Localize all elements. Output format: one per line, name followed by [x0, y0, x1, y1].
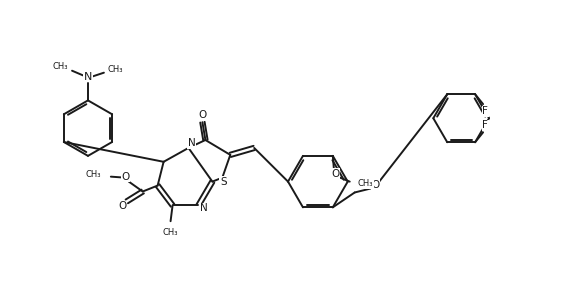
Text: CH₃: CH₃	[52, 62, 68, 71]
Text: S: S	[220, 177, 227, 186]
Text: N: N	[199, 203, 208, 213]
Polygon shape	[288, 156, 347, 207]
Text: O: O	[119, 201, 127, 211]
Text: F: F	[482, 106, 488, 116]
Text: O: O	[332, 169, 340, 179]
Text: N: N	[84, 72, 92, 82]
Text: O: O	[371, 179, 380, 190]
Text: CH₃: CH₃	[108, 65, 124, 74]
Text: CH₃: CH₃	[163, 228, 178, 237]
Text: CH₃: CH₃	[86, 170, 101, 179]
Polygon shape	[64, 100, 112, 156]
Text: O: O	[122, 172, 130, 182]
Text: F: F	[482, 120, 488, 130]
Text: N: N	[188, 138, 195, 148]
Polygon shape	[433, 94, 489, 142]
Text: CH₃: CH₃	[358, 179, 373, 188]
Text: O: O	[198, 110, 206, 120]
